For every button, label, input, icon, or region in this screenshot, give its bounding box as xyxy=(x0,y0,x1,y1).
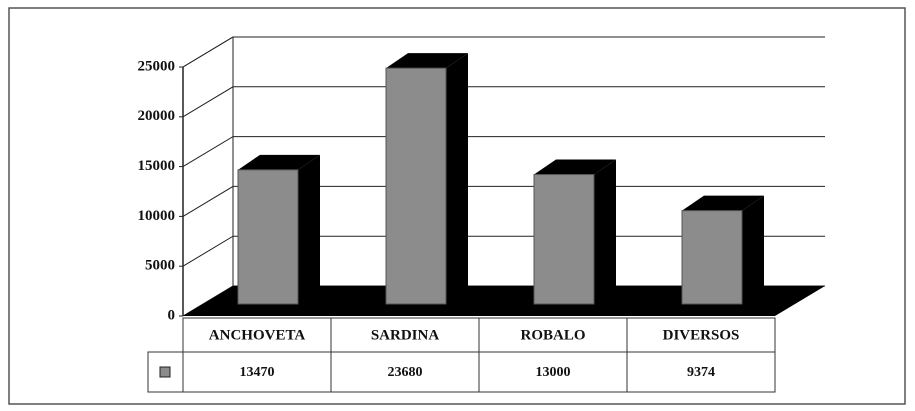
x-tick-label: ROBALO xyxy=(520,327,585,343)
bar-top xyxy=(534,159,616,175)
floor xyxy=(183,286,825,316)
grid-line xyxy=(182,185,825,217)
grid-line xyxy=(182,36,825,68)
bar-side xyxy=(446,53,468,304)
y-tick-label: 25000 xyxy=(138,58,176,74)
bar-top xyxy=(386,53,468,69)
x-tick-label: SARDINA xyxy=(371,327,440,343)
y-tick-label: 0 xyxy=(168,307,176,323)
grid-line xyxy=(182,86,825,118)
legend-key xyxy=(159,366,171,378)
table-value: 13000 xyxy=(536,365,571,380)
x-tick-label: ANCHOVETA xyxy=(209,327,306,343)
bar-side xyxy=(742,195,764,304)
bar-side xyxy=(594,159,616,304)
bar xyxy=(385,67,447,305)
table-value-row xyxy=(147,351,776,393)
y-tick-label: 10000 xyxy=(138,208,176,224)
bar-top xyxy=(238,154,320,170)
grid-line xyxy=(182,136,825,168)
y-tick-label: 20000 xyxy=(138,108,176,124)
bar xyxy=(533,174,595,305)
x-tick-label: DIVERSOS xyxy=(663,327,740,343)
bar xyxy=(681,210,743,305)
grid-line xyxy=(182,235,825,267)
bar-top xyxy=(682,195,764,211)
y-tick-label: 5000 xyxy=(145,258,175,274)
table-value: 13470 xyxy=(240,365,275,380)
bar xyxy=(237,169,299,305)
table-value: 9374 xyxy=(687,365,715,380)
bar-side xyxy=(298,154,320,304)
y-tick-label: 15000 xyxy=(138,158,176,174)
table-value: 23680 xyxy=(388,365,423,380)
